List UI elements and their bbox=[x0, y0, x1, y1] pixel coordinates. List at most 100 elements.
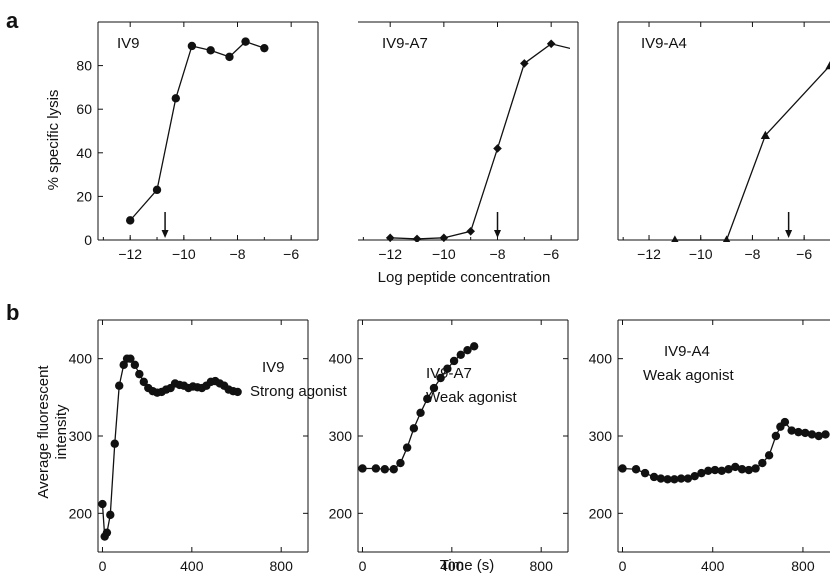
data-point bbox=[546, 39, 556, 49]
chart-panel-b-3: 0 400 800 200 300 400 IV9 Strong agonist bbox=[69, 319, 348, 574]
data-point bbox=[618, 464, 627, 473]
x-tick-label: 400 bbox=[180, 558, 204, 574]
y-tick-label: 400 bbox=[589, 351, 613, 367]
data-point bbox=[429, 383, 439, 393]
data-point bbox=[241, 37, 250, 46]
x-tick-label: −8 bbox=[490, 246, 506, 262]
data-point bbox=[683, 474, 693, 483]
data-point bbox=[670, 475, 679, 484]
data-point bbox=[402, 443, 412, 452]
data-point bbox=[102, 528, 112, 537]
y-tick-label: 40 bbox=[76, 145, 92, 161]
y-tick-label: 20 bbox=[76, 188, 92, 204]
data-point bbox=[493, 144, 502, 153]
data-point bbox=[807, 430, 817, 439]
data-point bbox=[717, 466, 726, 475]
series-5 bbox=[618, 417, 830, 484]
b-y-axis-label-line2: intensity bbox=[53, 404, 70, 460]
data-point bbox=[764, 451, 774, 460]
chart-panel-b-5: 0 400 800 200 300 400 IV9-A4 Weak agonist bbox=[589, 319, 830, 574]
series-0 bbox=[125, 37, 269, 225]
data-point bbox=[385, 233, 395, 242]
panel-subtitle: Weak agonist bbox=[426, 389, 517, 406]
chart-panel-b-4: 0 400 800 200 300 400 IV9-A7 Weak agonist bbox=[329, 319, 569, 574]
panel-title: IV9 bbox=[262, 359, 285, 376]
x-tick-label: −8 bbox=[744, 246, 760, 262]
x-tick-label: −6 bbox=[283, 246, 299, 262]
data-point bbox=[443, 364, 452, 373]
data-point bbox=[780, 417, 790, 427]
x-tick-label: −10 bbox=[432, 246, 456, 262]
y-tick-label: 0 bbox=[84, 232, 92, 248]
data-point bbox=[731, 462, 740, 472]
data-point bbox=[825, 61, 830, 70]
y-tick-label: 200 bbox=[589, 505, 613, 521]
y-tick-label: 300 bbox=[329, 428, 353, 444]
data-point bbox=[119, 360, 128, 370]
y-tick-label: 60 bbox=[76, 101, 92, 117]
series-line bbox=[129, 40, 265, 221]
data-point bbox=[760, 130, 770, 140]
data-point bbox=[456, 350, 465, 359]
data-point bbox=[722, 235, 731, 242]
data-point bbox=[744, 465, 754, 475]
b-y-axis-label-line1: Average fluorescent bbox=[35, 365, 52, 499]
panel-title: IV9-A4 bbox=[641, 35, 687, 52]
data-point bbox=[656, 474, 666, 483]
data-point bbox=[463, 345, 472, 355]
data-point bbox=[771, 431, 781, 441]
series-line bbox=[390, 43, 570, 240]
x-tick-label: 800 bbox=[530, 558, 554, 574]
data-point bbox=[649, 472, 659, 482]
data-point bbox=[710, 465, 720, 475]
data-point bbox=[139, 377, 148, 387]
data-point bbox=[171, 94, 181, 103]
x-tick-label: −6 bbox=[796, 246, 812, 262]
x-tick-label: 0 bbox=[619, 558, 627, 574]
data-point bbox=[800, 428, 810, 438]
data-point bbox=[126, 354, 135, 363]
data-point bbox=[640, 468, 650, 478]
y-tick-label: 400 bbox=[329, 351, 353, 367]
data-point bbox=[380, 465, 390, 474]
data-point bbox=[439, 233, 449, 242]
panel-title: IV9-A4 bbox=[664, 343, 710, 360]
x-tick-label: 800 bbox=[791, 558, 815, 574]
panel-letter-b: b bbox=[6, 300, 19, 325]
x-tick-label: −6 bbox=[543, 246, 559, 262]
data-point bbox=[794, 427, 803, 437]
y-tick-label: 200 bbox=[329, 505, 353, 521]
a-x-axis-label: Log peptide concentration bbox=[378, 269, 551, 286]
x-tick-label: −10 bbox=[172, 246, 196, 262]
data-point bbox=[671, 235, 679, 242]
x-tick-label: 800 bbox=[270, 558, 294, 574]
data-point bbox=[396, 458, 405, 468]
series-3 bbox=[98, 354, 242, 541]
y-tick-label: 300 bbox=[69, 428, 93, 444]
x-tick-label: −12 bbox=[378, 246, 402, 262]
data-point bbox=[449, 356, 459, 366]
data-point bbox=[206, 46, 215, 55]
data-point bbox=[416, 408, 425, 417]
data-point bbox=[260, 43, 269, 53]
panel-title: IV9-A7 bbox=[426, 365, 472, 382]
series-line bbox=[674, 65, 830, 241]
data-point bbox=[358, 464, 367, 473]
data-point bbox=[115, 381, 124, 390]
data-point bbox=[412, 234, 422, 242]
data-point bbox=[389, 465, 398, 474]
data-point bbox=[787, 426, 796, 435]
x-tick-label: 0 bbox=[359, 558, 367, 574]
series-1 bbox=[385, 39, 570, 242]
data-point bbox=[152, 185, 162, 195]
data-point bbox=[106, 510, 115, 520]
data-point bbox=[371, 464, 381, 473]
ec50-arrow-head bbox=[785, 230, 793, 238]
x-tick-label: −12 bbox=[637, 246, 661, 262]
series-4 bbox=[358, 342, 479, 474]
chart-panel-a-2: −12 −10 −8 −6 IV9-A4 bbox=[617, 21, 830, 262]
data-point bbox=[98, 499, 107, 509]
y-tick-label: 200 bbox=[69, 505, 93, 521]
x-tick-label: −8 bbox=[230, 246, 246, 262]
